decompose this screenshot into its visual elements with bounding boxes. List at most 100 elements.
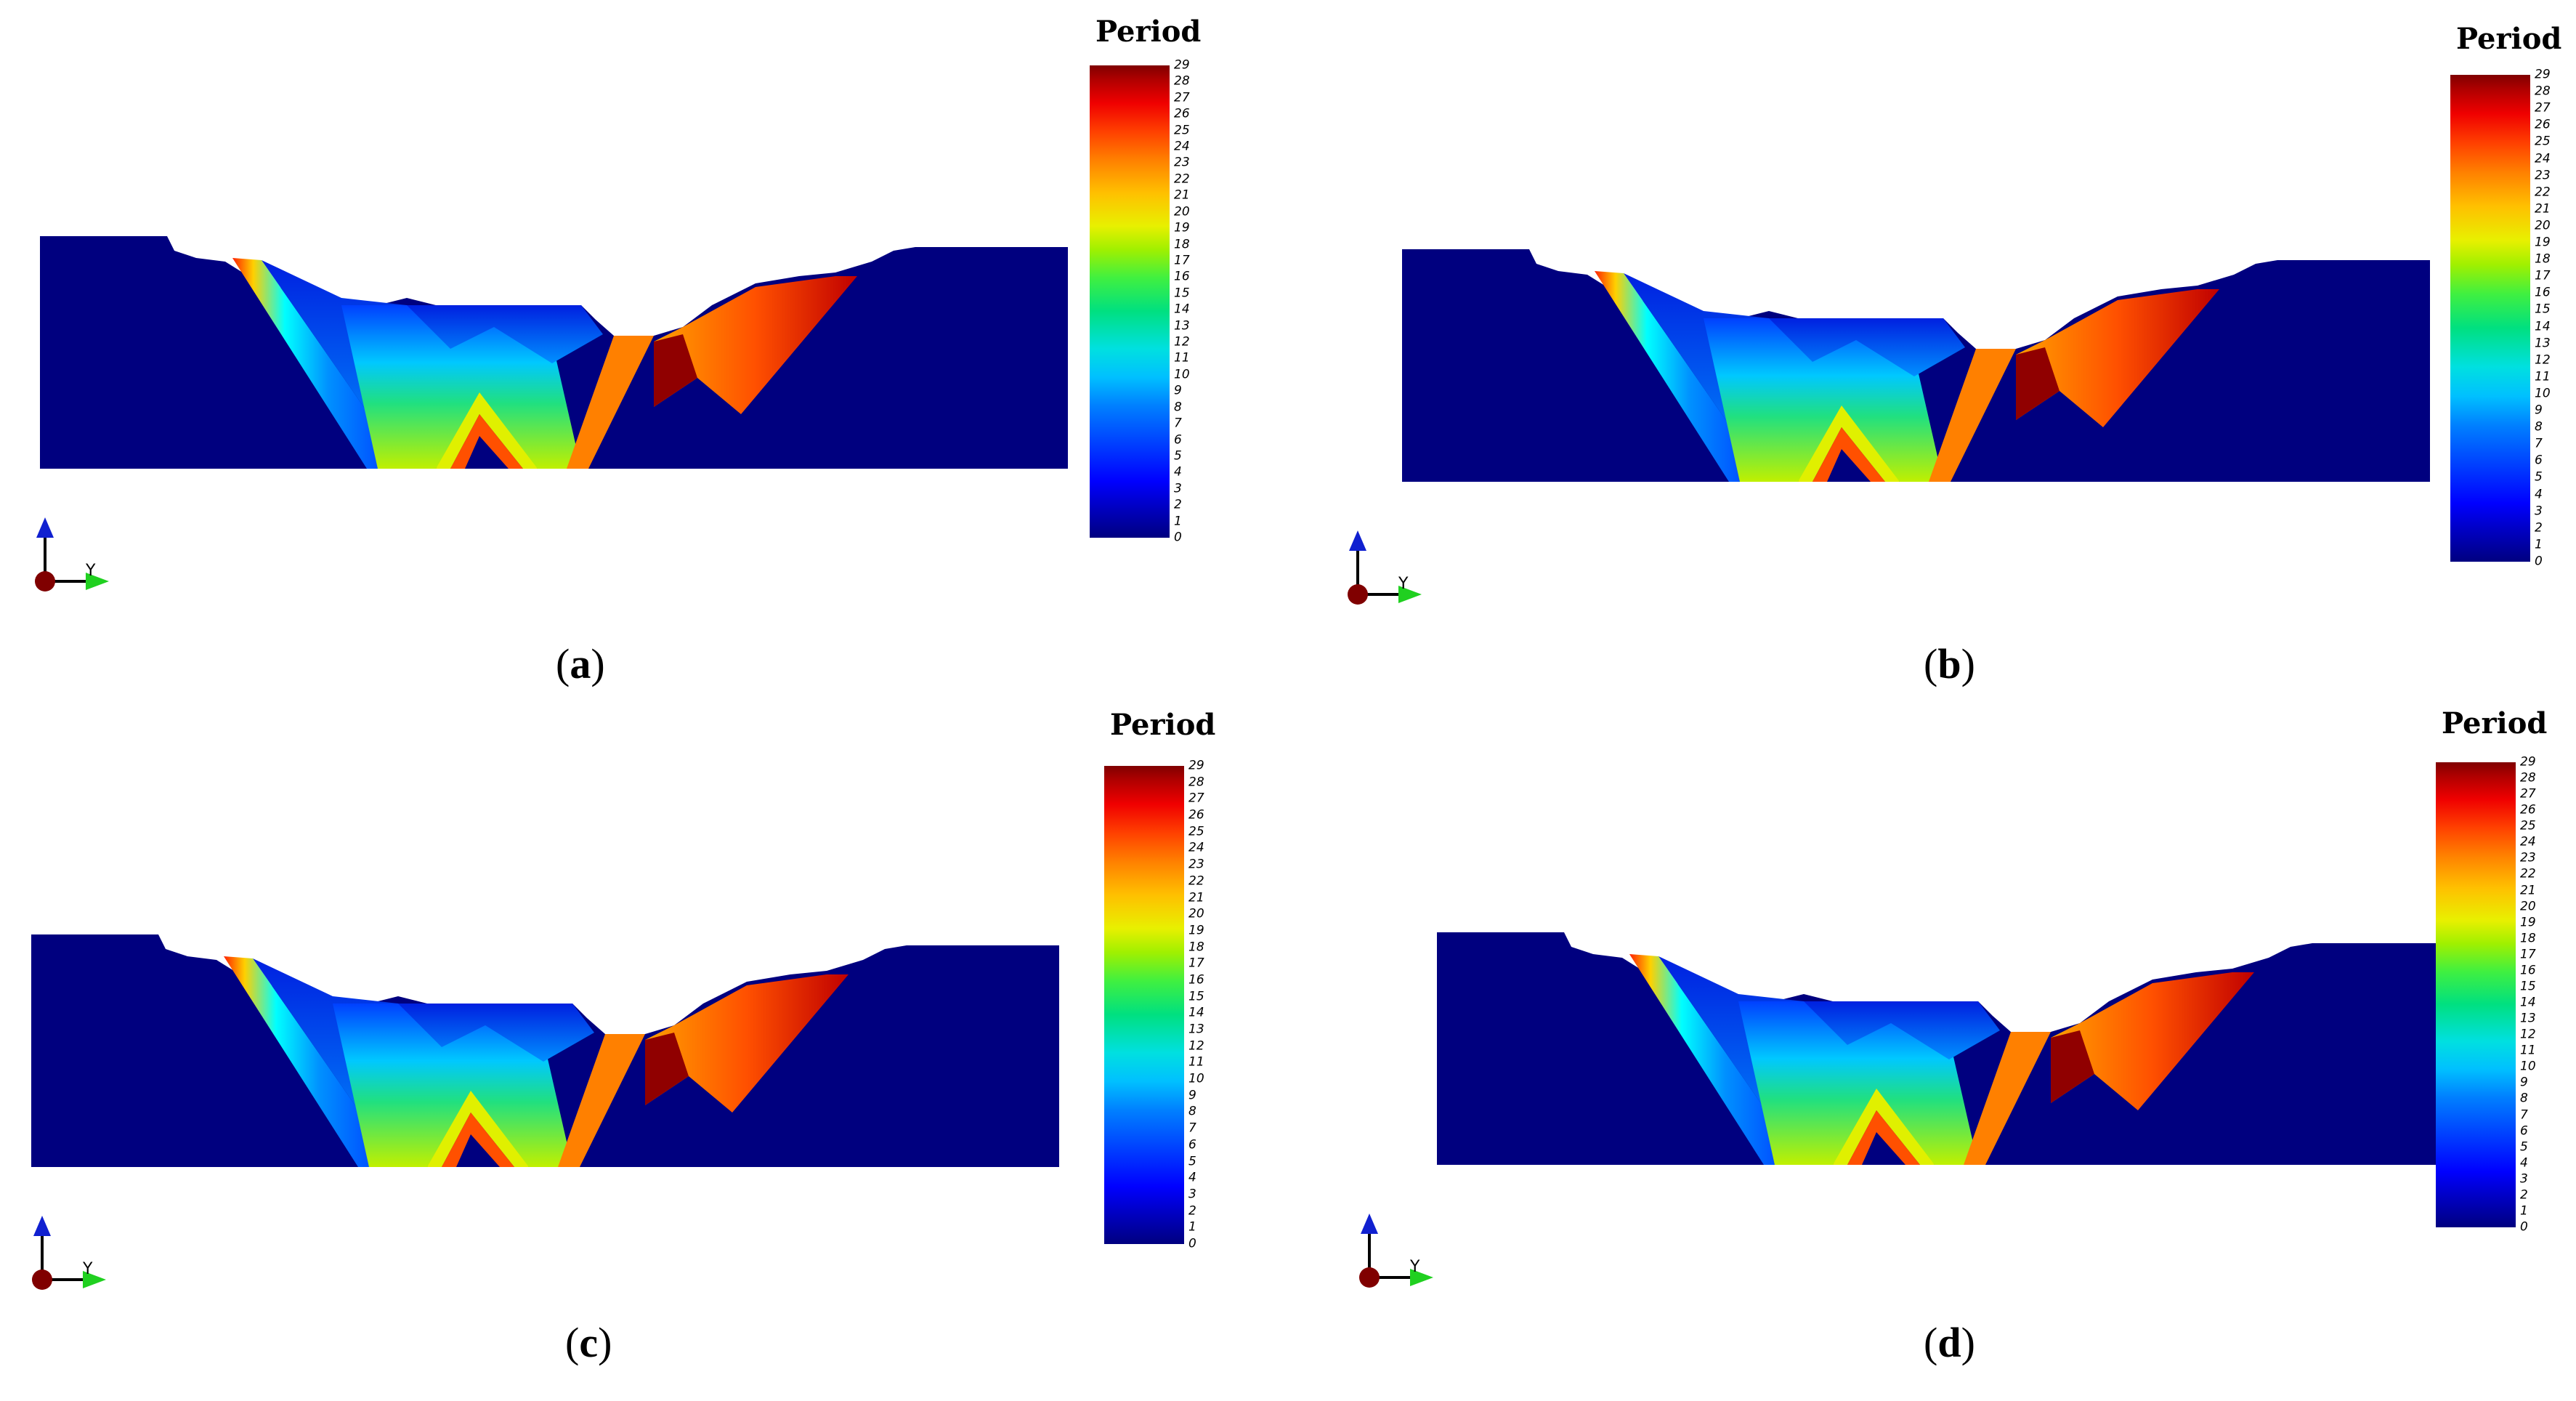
colorbar-tick-label: 17 bbox=[2535, 268, 2551, 283]
excavation-right-fan bbox=[645, 974, 848, 1113]
colorbar-tick-label: 16 bbox=[1188, 972, 1204, 988]
colorbar-tick-label: 15 bbox=[1188, 989, 1204, 1004]
excavation-left-band bbox=[1595, 271, 1769, 482]
excavation-left-band bbox=[1629, 954, 1804, 1165]
colorbar bbox=[2436, 762, 2516, 1227]
colorbar-tick-label: 28 bbox=[2535, 84, 2551, 99]
excavation-right-darkred bbox=[654, 334, 697, 407]
colorbar-tick-label: 11 bbox=[1188, 1054, 1204, 1070]
excavation-right-darkred bbox=[645, 1033, 689, 1105]
colorbar-tick-label: 14 bbox=[2535, 319, 2551, 334]
colorbar-tick-label: 25 bbox=[1188, 824, 1204, 839]
axis-y-arrow bbox=[86, 573, 109, 590]
colorbar-tick-label: 20 bbox=[2520, 899, 2536, 914]
axes-triad: Y bbox=[35, 517, 109, 592]
excavation-right-band bbox=[567, 336, 654, 469]
colorbar-ticks: 0 1 2 3 4 5 6 7 8 9 10 11 12 13 14 15 16 17 18 19 20 21 22 23 24… bbox=[2535, 68, 2564, 568]
excavation-middle-fan bbox=[333, 1004, 572, 1167]
colorbar-tick-label: 9 bbox=[1188, 1088, 1196, 1103]
colorbar-tick-label: 8 bbox=[1174, 400, 1182, 415]
colorbar-tick-label: 14 bbox=[1188, 1005, 1204, 1020]
colorbar-tick-label: 4 bbox=[1188, 1170, 1196, 1185]
colorbar-tick-label: 26 bbox=[2535, 117, 2551, 132]
colorbar bbox=[1104, 766, 1184, 1244]
colorbar-tick-label: 29 bbox=[2520, 754, 2536, 770]
axis-z-arrow bbox=[1349, 530, 1366, 551]
colorbar-tick-label: 17 bbox=[1174, 253, 1190, 268]
colorbar-tick-label: 25 bbox=[1174, 123, 1190, 138]
colorbar-tick-label: 3 bbox=[1188, 1187, 1196, 1202]
model-scene: Y bbox=[1348, 249, 2430, 605]
caption-close: ) bbox=[1961, 640, 1975, 687]
colorbar-tick-label: 19 bbox=[1188, 923, 1204, 938]
colorbar-tick-label: 10 bbox=[1174, 367, 1190, 382]
excavation-left-band bbox=[224, 956, 398, 1167]
colorbar-tick-label: 6 bbox=[2520, 1123, 2528, 1139]
excavation-middle-upper bbox=[398, 1004, 594, 1062]
model-scene: Y bbox=[1359, 932, 2465, 1288]
excavation-middle-fan bbox=[1738, 1001, 1978, 1165]
colorbar-tick-label: 21 bbox=[1188, 890, 1204, 905]
colorbar-tick-label: 1 bbox=[1188, 1219, 1196, 1235]
legend-title: Period bbox=[2442, 706, 2548, 740]
panel-d: Y Period 0 1 2 3 4 5 6 7 8 9 10 11 12 13 14 15 16 17 18 19 20… bbox=[1288, 700, 2576, 1401]
excavation-middle-upper bbox=[1769, 318, 1965, 376]
axis-x-origin bbox=[35, 571, 55, 592]
colorbar-tick-label: 26 bbox=[1174, 106, 1190, 121]
colorbar-tick-label: 8 bbox=[2520, 1091, 2528, 1106]
excavation-middle-fan bbox=[341, 305, 581, 469]
excavation-middle-upper bbox=[407, 305, 603, 363]
colorbar-tick-label: 11 bbox=[2535, 369, 2551, 384]
caption-open: ( bbox=[556, 640, 570, 687]
colorbar-tick-label: 29 bbox=[2535, 67, 2551, 82]
colorbar-tick-label: 0 bbox=[1188, 1236, 1196, 1251]
colorbar-tick-label: 24 bbox=[2535, 151, 2551, 166]
colorbar-tick-label: 4 bbox=[2520, 1155, 2528, 1171]
colorbar-tick-label: 11 bbox=[1174, 350, 1190, 366]
colorbar-tick-label: 9 bbox=[1174, 383, 1182, 398]
colorbar-tick-label: 23 bbox=[1188, 857, 1204, 872]
colorbar-tick-label: 4 bbox=[2535, 487, 2543, 502]
panel-caption: (a) bbox=[556, 639, 605, 688]
colorbar-tick-label: 28 bbox=[2520, 770, 2536, 786]
colorbar-tick-label: 21 bbox=[1174, 187, 1190, 203]
axis-z-arrow bbox=[36, 517, 54, 538]
colorbar-tick-label: 7 bbox=[1174, 416, 1182, 431]
excavation-right-band bbox=[1964, 1032, 2051, 1165]
colorbar-tick-label: 8 bbox=[1188, 1104, 1196, 1119]
colorbar-tick-label: 5 bbox=[2520, 1139, 2528, 1155]
axis-z-arrow bbox=[1361, 1214, 1378, 1234]
colorbar-tick-label: 28 bbox=[1188, 775, 1204, 790]
colorbar-tick-label: 13 bbox=[1174, 318, 1190, 334]
colorbar-tick-label: 23 bbox=[2520, 850, 2536, 865]
excavation-middle-upper bbox=[1804, 1001, 2000, 1059]
panel-caption: (b) bbox=[1924, 639, 1975, 688]
colorbar-tick-label: 9 bbox=[2535, 403, 2543, 418]
caption-close: ) bbox=[1961, 1319, 1975, 1366]
axis-y-label: Y bbox=[1409, 1258, 1420, 1276]
colorbar-tick-label: 25 bbox=[2520, 818, 2536, 833]
colorbar-tick-label: 10 bbox=[2520, 1059, 2536, 1074]
axis-z-arrow bbox=[33, 1216, 51, 1236]
panel-b: Y Period 0 1 2 3 4 5 6 7 8 9 10 11 12 13 14 15 16 17 18 19 20… bbox=[1288, 0, 2576, 700]
colorbar-tick-label: 7 bbox=[2535, 436, 2543, 451]
axes-triad: Y bbox=[1348, 530, 1422, 605]
excavation-inner-peak bbox=[427, 1091, 529, 1167]
excavation-inner-peak bbox=[1833, 1089, 1935, 1165]
panel-a: Y Period 0 1 2 3 4 5 6 7 8 9 10 11 12 13 14 15 16 17 18 19 20… bbox=[0, 0, 1288, 700]
colorbar-tick-label: 5 bbox=[2535, 469, 2543, 485]
axis-y-label: Y bbox=[82, 1260, 93, 1278]
colorbar-tick-label: 6 bbox=[1174, 432, 1182, 448]
legend-title: Period bbox=[1095, 15, 1202, 49]
caption-close: ) bbox=[591, 640, 605, 687]
colorbar-tick-label: 16 bbox=[2520, 963, 2536, 978]
colorbar-tick-label: 16 bbox=[2535, 285, 2551, 300]
axis-x-origin bbox=[1348, 584, 1368, 605]
colorbar-tick-label: 1 bbox=[1174, 514, 1182, 529]
excavation-inner-peak-red bbox=[442, 1113, 514, 1167]
colorbar-tick-label: 12 bbox=[2520, 1027, 2536, 1042]
colorbar-tick-label: 1 bbox=[2535, 537, 2543, 552]
colorbar-tick-label: 2 bbox=[1188, 1203, 1196, 1219]
colorbar-tick-label: 18 bbox=[1174, 237, 1190, 252]
legend-title: Period bbox=[1110, 708, 1216, 742]
